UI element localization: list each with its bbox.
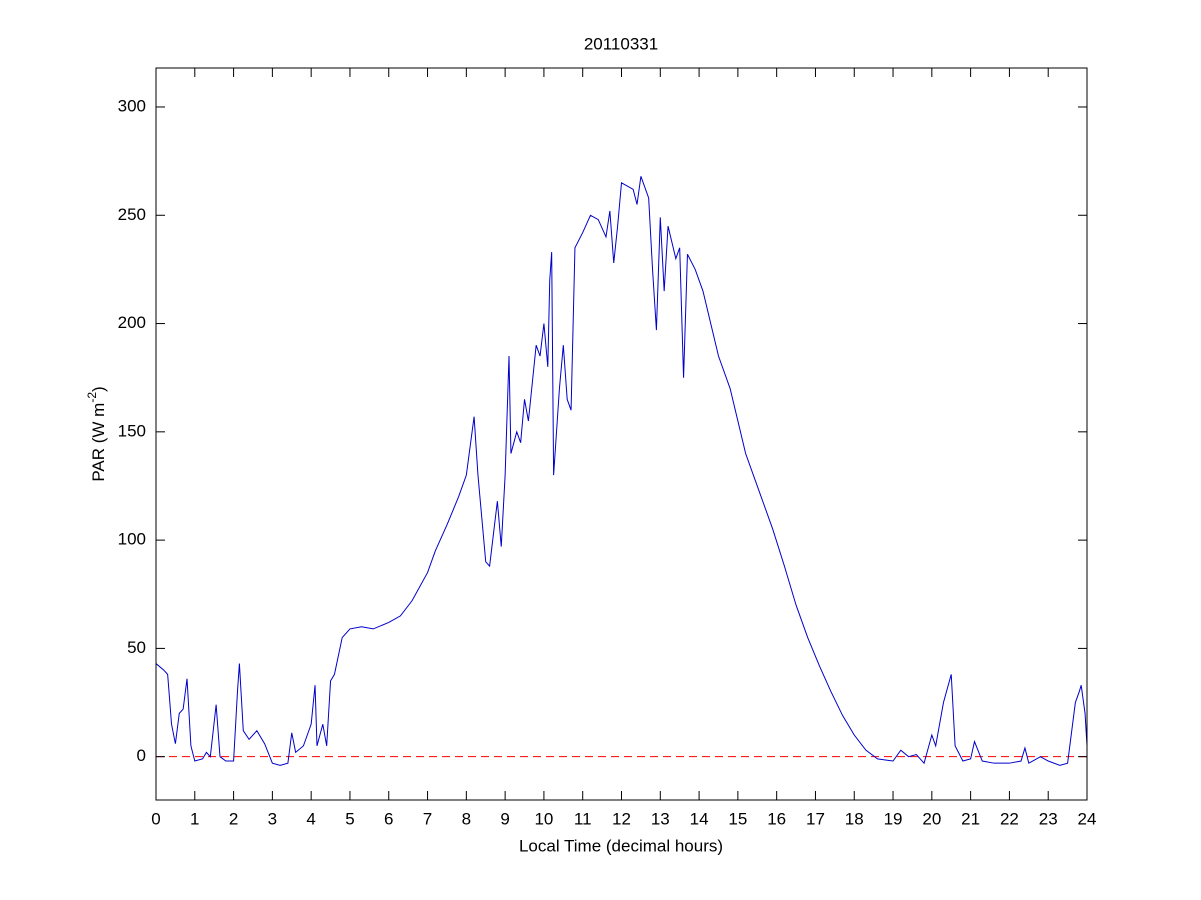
x-tick-label: 8: [462, 809, 471, 828]
x-tick-label: 17: [806, 809, 825, 828]
x-tick-label: 11: [574, 809, 592, 828]
x-tick-label: 10: [534, 809, 553, 828]
y-tick-label: 200: [118, 313, 146, 332]
x-tick-label: 18: [845, 809, 864, 828]
x-tick-label: 14: [690, 809, 709, 828]
y-label-text: PAR (W m: [89, 403, 108, 482]
y-label-sup: -2: [85, 392, 99, 403]
y-tick-label: 150: [118, 421, 146, 440]
x-tick-label: 7: [423, 809, 432, 828]
x-tick-label: 20: [922, 809, 941, 828]
x-tick-label: 23: [1039, 809, 1058, 828]
y-tick-label: 0: [137, 746, 146, 765]
x-tick-label: 21: [961, 809, 980, 828]
y-tick-label: 300: [118, 96, 146, 115]
y-tick-label: 250: [118, 205, 146, 224]
x-tick-label: 16: [767, 809, 786, 828]
chart-title: 20110331: [584, 34, 658, 53]
x-tick-label: 0: [151, 809, 160, 828]
x-tick-label: 6: [384, 809, 393, 828]
x-tick-label: 4: [306, 809, 315, 828]
y-tick-label: 50: [127, 638, 146, 657]
data-line: [155, 176, 1088, 766]
x-tick-label: 13: [651, 809, 670, 828]
x-tick-label: 19: [884, 809, 903, 828]
x-axis-label: Local Time (decimal hours): [519, 836, 723, 855]
x-tick-label: 15: [728, 809, 747, 828]
x-tick-label: 1: [190, 809, 199, 828]
x-tick-label: 2: [229, 809, 238, 828]
y-tick-label: 100: [118, 530, 146, 549]
y-label-tail: ): [89, 386, 108, 392]
x-tick-label: 5: [345, 809, 354, 828]
x-tick-label: 22: [1000, 809, 1019, 828]
y-axis-label: PAR (W m-2): [85, 386, 108, 481]
x-tick-label: 3: [268, 809, 277, 828]
plot-area: [156, 68, 1087, 800]
x-tick-label: 12: [612, 809, 631, 828]
x-tick-label: 24: [1078, 809, 1097, 828]
x-tick-label: 9: [500, 809, 509, 828]
